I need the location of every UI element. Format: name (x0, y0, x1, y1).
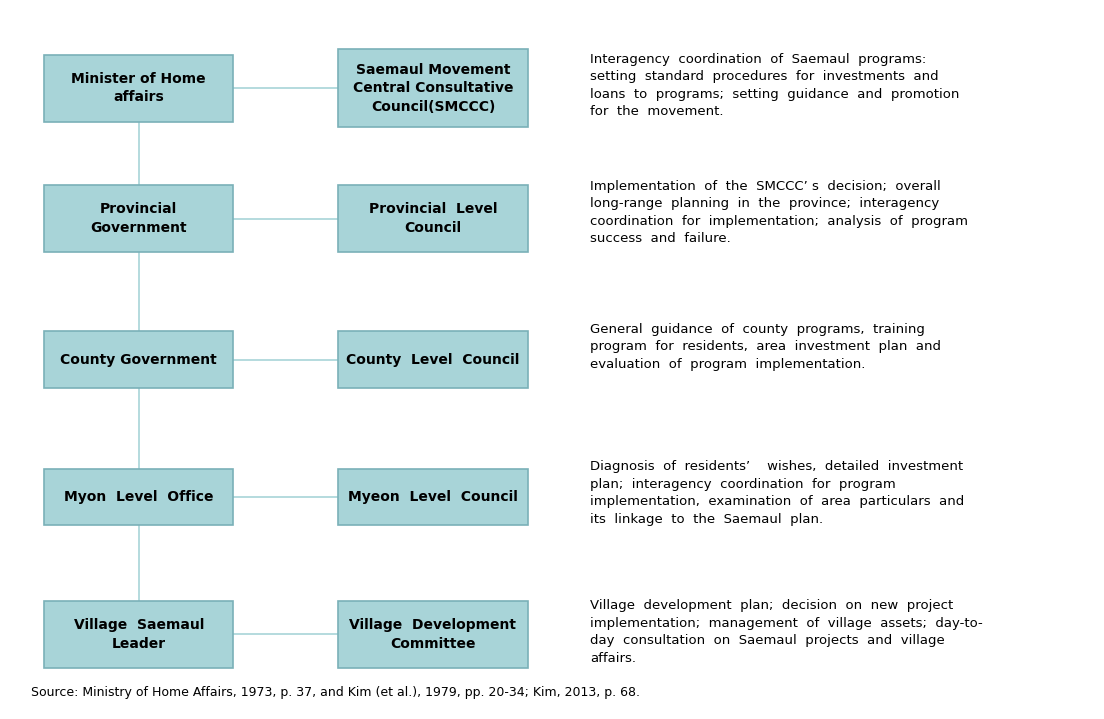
Text: Provincial  Level
Council: Provincial Level Council (369, 202, 497, 235)
Text: Village  Development
Committee: Village Development Committee (350, 618, 517, 651)
Text: Village  Saemaul
Leader: Village Saemaul Leader (74, 618, 204, 651)
Text: Implementation  of  the  SMCCC’ s  decision;  overall
long-range  planning  in  : Implementation of the SMCCC’ s decision;… (590, 180, 968, 245)
FancyBboxPatch shape (338, 50, 528, 127)
FancyBboxPatch shape (338, 185, 528, 252)
FancyBboxPatch shape (44, 601, 233, 668)
FancyBboxPatch shape (44, 185, 233, 252)
Text: County  Level  Council: County Level Council (347, 352, 520, 367)
Text: Saemaul Movement
Central Consultative
Council(SMCCC): Saemaul Movement Central Consultative Co… (353, 63, 513, 114)
Text: Myeon  Level  Council: Myeon Level Council (348, 490, 518, 504)
Text: County Government: County Government (61, 352, 217, 367)
FancyBboxPatch shape (338, 331, 528, 388)
FancyBboxPatch shape (338, 601, 528, 668)
Text: Provincial
Government: Provincial Government (91, 202, 187, 235)
Text: General  guidance  of  county  programs,  training
program  for  residents,  are: General guidance of county programs, tra… (590, 323, 941, 371)
FancyBboxPatch shape (44, 55, 233, 122)
Text: Village  development  plan;  decision  on  new  project
implementation;  managem: Village development plan; decision on ne… (590, 599, 983, 664)
FancyBboxPatch shape (44, 331, 233, 388)
Text: Source: Ministry of Home Affairs, 1973, p. 37, and Kim (et al.), 1979, pp. 20-34: Source: Ministry of Home Affairs, 1973, … (31, 686, 639, 699)
FancyBboxPatch shape (338, 469, 528, 525)
Text: Diagnosis  of  residents’    wishes,  detailed  investment
plan;  interagency  c: Diagnosis of residents’ wishes, detailed… (590, 460, 964, 526)
FancyBboxPatch shape (44, 469, 233, 525)
Text: Minister of Home
affairs: Minister of Home affairs (72, 72, 206, 104)
Text: Interagency  coordination  of  Saemaul  programs:
setting  standard  procedures : Interagency coordination of Saemaul prog… (590, 53, 959, 119)
Text: Myon  Level  Office: Myon Level Office (64, 490, 213, 504)
